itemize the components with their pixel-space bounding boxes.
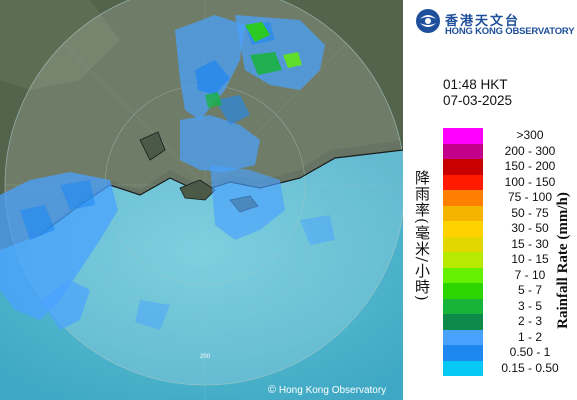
legend-swatch	[443, 314, 483, 330]
legend-label: 75 - 100	[507, 190, 553, 204]
timestamp-time: 01:48 HKT	[443, 77, 508, 92]
legend-label: 10 - 15	[511, 252, 549, 266]
hko-logo: 香港天文台 HONG KONG OBSERVATORY	[415, 6, 575, 38]
legend-swatch	[443, 221, 483, 237]
legend-swatch	[443, 205, 483, 221]
legend-swatch	[443, 252, 483, 268]
legend-label: 150 - 200	[504, 159, 556, 173]
rain-echoes	[0, 15, 335, 330]
legend-label: 15 - 30	[511, 236, 549, 251]
legend-swatches	[443, 128, 483, 376]
range-ring-label: 200	[200, 354, 211, 360]
legend-label: 0.15 - 0.50	[501, 360, 559, 375]
legend-label: 0.50 - 1	[509, 345, 551, 359]
legend-swatch	[443, 298, 483, 314]
radar-map-canvas: 200	[0, 0, 403, 400]
legend-title-chinese: 降雨率(毫米/小時)	[413, 170, 431, 302]
legend-label: 3 - 5	[517, 298, 542, 313]
legend-swatch	[443, 143, 483, 159]
legend-panel: 香港天文台 HONG KONG OBSERVATORY 01:48 HKT 07…	[403, 0, 577, 400]
timestamp-date: 07-03-2025	[443, 93, 513, 108]
legend-swatch	[443, 236, 483, 252]
legend-title-english: Rainfall Rate (mm/h)	[554, 191, 571, 329]
legend-label: 50 - 75	[511, 205, 549, 220]
legend-swatch	[443, 159, 483, 175]
logo-english-name: HONG KONG OBSERVATORY	[445, 26, 575, 37]
legend-labels: >300 200 - 300 150 - 200 100 - 150 75 - 100 5…	[485, 128, 575, 376]
legend-label: 2 - 3	[517, 314, 542, 328]
legend-title-english-wrap: Rainfall Rate (mm/h)	[549, 140, 577, 380]
logo-chinese-name: 香港天文台	[445, 14, 521, 29]
legend-swatch	[443, 174, 483, 190]
copyright-symbol: ©	[268, 384, 277, 396]
hko-logo-icon	[416, 9, 440, 33]
legend-swatch	[443, 190, 483, 206]
radar-map: 200 © Hong Kong Observat	[0, 0, 403, 400]
legend-swatch	[443, 360, 483, 376]
legend-swatch	[443, 283, 483, 299]
island	[179, 179, 216, 201]
legend-swatch	[443, 345, 483, 361]
copyright-text: Hong Kong Observatory	[278, 385, 387, 396]
legend-label: 100 - 150	[504, 174, 556, 189]
legend-label: >300	[516, 128, 544, 142]
legend-swatch	[443, 267, 483, 283]
legend-label: 30 - 50	[511, 221, 549, 235]
legend-label: 1 - 2	[517, 329, 542, 344]
copyright-notice: © Hong Kong Observatory	[268, 384, 386, 396]
legend-label: 5 - 7	[517, 283, 542, 297]
legend-label: 200 - 300	[504, 143, 556, 158]
legend-swatch	[443, 128, 483, 144]
legend-label: 7 - 10	[514, 267, 546, 282]
legend-swatch	[443, 329, 483, 345]
